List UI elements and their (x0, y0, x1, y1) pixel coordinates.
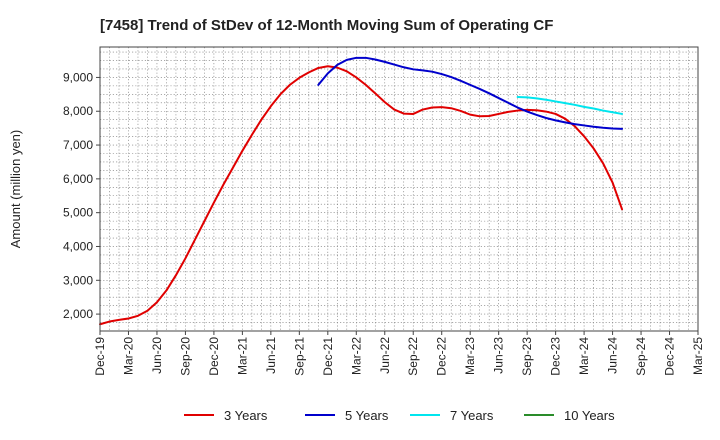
x-tick-label: Jun-21 (264, 337, 278, 374)
x-tick-label: Mar-24 (577, 337, 591, 375)
x-tick-label: Sep-22 (406, 337, 420, 376)
plot-frame (99, 46, 699, 332)
series-line (516, 96, 624, 115)
x-tick-label: Sep-24 (634, 337, 648, 376)
y-tick-label: 3,000 (63, 273, 93, 287)
y-tick-label: 8,000 (63, 104, 93, 118)
x-tick-label: Sep-21 (292, 337, 306, 376)
series-line (99, 65, 624, 326)
x-tick-label: Mar-25 (691, 337, 705, 375)
y-tick-label: 6,000 (63, 172, 93, 186)
chart-title: [7458] Trend of StDev of 12-Month Moving… (100, 17, 553, 34)
x-tick-label: Jun-24 (606, 337, 620, 374)
x-tick-label: Sep-20 (178, 337, 192, 376)
series-line (317, 56, 624, 130)
x-tick-label: Dec-24 (663, 337, 677, 376)
x-tick-label: Dec-19 (93, 337, 107, 376)
x-tick-label: Dec-21 (321, 337, 335, 376)
x-tick-label: Dec-23 (549, 337, 563, 376)
x-tick-label: Dec-22 (435, 337, 449, 376)
y-tick-label: 7,000 (63, 138, 93, 152)
y-tick-label: 4,000 (63, 239, 93, 253)
x-tick-label: Jun-23 (492, 337, 506, 374)
y-tick-label: 9,000 (63, 70, 93, 84)
y-tick-label: 2,000 (63, 307, 93, 321)
legend-label: 3 Years (224, 408, 268, 423)
x-tick-label: Dec-20 (207, 337, 221, 376)
x-tick-label: Mar-23 (463, 337, 477, 375)
legend-label: 10 Years (564, 408, 615, 423)
x-tick-label: Mar-22 (349, 337, 363, 375)
legend-label: 5 Years (345, 408, 389, 423)
legend-label: 7 Years (450, 408, 494, 423)
plot-background (100, 47, 698, 331)
x-tick-label: Jun-22 (378, 337, 392, 374)
y-tick-label: 5,000 (63, 206, 93, 220)
x-tick-label: Mar-20 (121, 337, 135, 375)
y-axis-label: Amount (million yen) (8, 130, 23, 249)
x-tick-label: Mar-21 (235, 337, 249, 375)
x-tick-label: Jun-20 (150, 337, 164, 374)
x-tick-label: Sep-23 (520, 337, 534, 376)
